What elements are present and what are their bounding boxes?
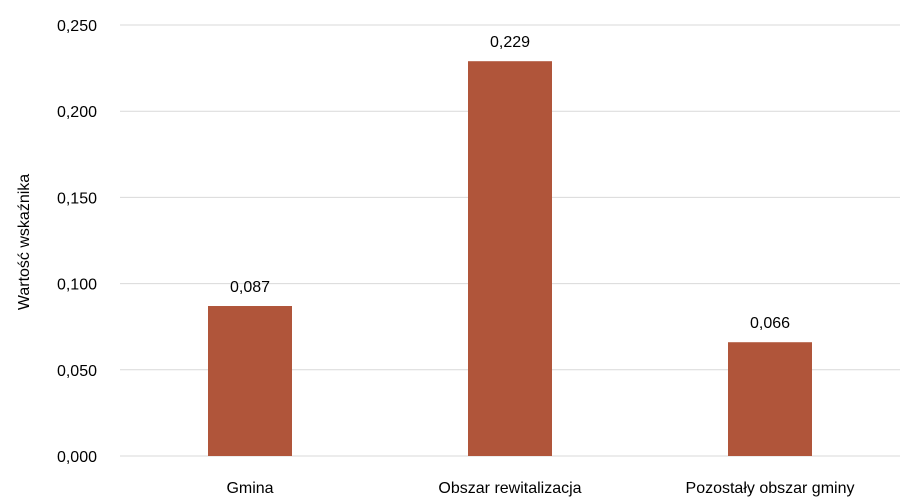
- y-tick-label: 0,000: [57, 449, 97, 466]
- data-label: 0,229: [490, 34, 530, 51]
- data-labels: 0,087 0,229 0,066: [230, 34, 790, 332]
- y-axis-title: Wartość wskaźnika: [16, 174, 33, 310]
- bars: [208, 61, 812, 456]
- bar: [208, 306, 292, 456]
- y-tick-label: 0,050: [57, 363, 97, 380]
- y-tick-label: 0,200: [57, 104, 97, 121]
- data-label: 0,087: [230, 279, 270, 296]
- y-tick-label: 0,150: [57, 190, 97, 207]
- x-category-label: Gmina: [226, 480, 273, 497]
- bar: [728, 342, 812, 456]
- x-axis-category-labels: Gmina Obszar rewitalizacja Pozostały obsza…: [226, 480, 854, 497]
- y-tick-label: 0,100: [57, 277, 97, 294]
- data-label: 0,066: [750, 315, 790, 332]
- bar: [468, 61, 552, 456]
- y-tick-label: 0,250: [57, 18, 97, 35]
- y-axis-tick-labels: 0,000 0,050 0,100 0,150 0,200 0,250: [57, 18, 97, 466]
- x-category-label: Obszar rewitalizacja: [438, 480, 581, 497]
- x-category-label: Pozostały obszar gminy: [686, 480, 855, 497]
